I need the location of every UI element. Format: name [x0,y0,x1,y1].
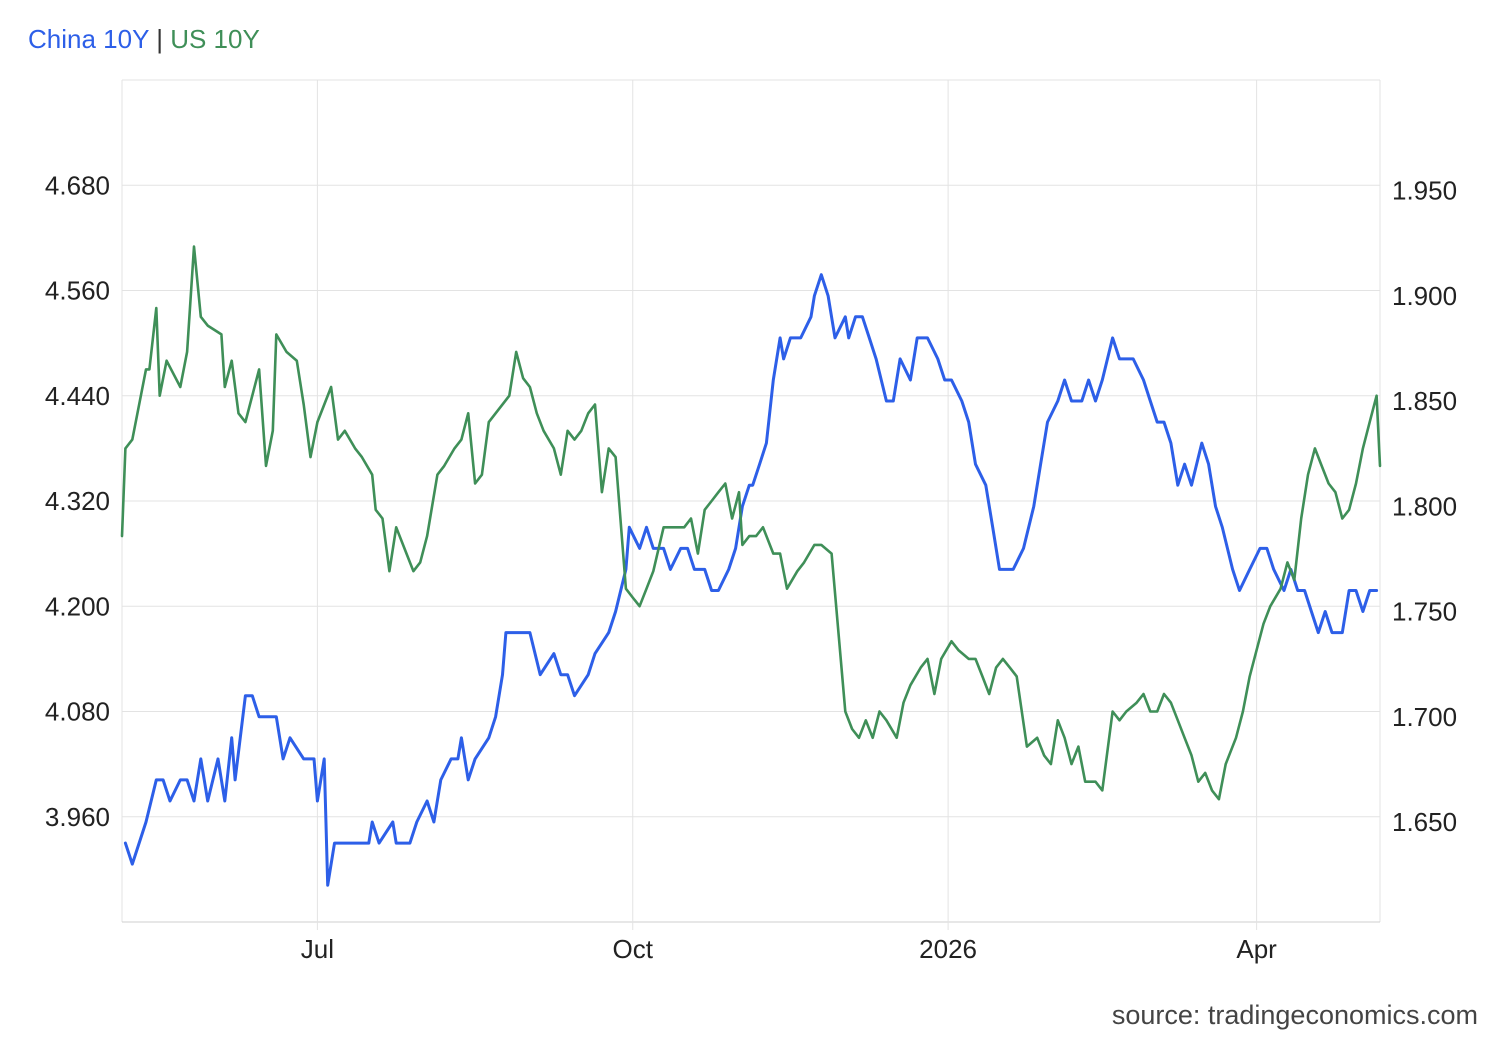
left-axis: 4.680 4.560 4.440 4.320 4.200 4.080 3.960 [45,170,110,832]
right-tick-label: 1.650 [1392,807,1457,837]
left-tick-label: 4.320 [45,486,110,516]
x-axis: Jul Oct 2026 Apr [301,934,1277,964]
legend-china-10y[interactable]: China 10Y [28,24,149,54]
right-tick-label: 1.800 [1392,491,1457,521]
grid [121,79,1381,930]
x-tick-label: Jul [301,934,334,964]
left-tick-label: 3.960 [45,802,110,832]
x-tick-label: Oct [613,934,654,964]
left-tick-label: 4.200 [45,591,110,621]
legend-us-10y[interactable]: US 10Y [170,24,260,54]
x-tick-label: 2026 [919,934,977,964]
left-tick-label: 4.560 [45,276,110,306]
right-tick-label: 1.900 [1392,281,1457,311]
x-tick-label: Apr [1236,934,1277,964]
legend-separator: | [156,24,163,54]
left-tick-label: 4.440 [45,381,110,411]
source-attribution: source: tradingeconomics.com [1111,1000,1478,1030]
series-china-10y-line [123,273,1379,887]
right-tick-label: 1.750 [1392,597,1457,627]
right-tick-label: 1.700 [1392,702,1457,732]
series-us-10y-line [120,245,1382,801]
right-tick-label: 1.850 [1392,386,1457,416]
right-tick-label: 1.950 [1392,176,1457,206]
series-lines [120,245,1382,887]
right-axis: 1.950 1.900 1.850 1.800 1.750 1.700 1.650 [1392,176,1457,838]
left-tick-label: 4.080 [45,697,110,727]
left-tick-label: 4.680 [45,170,110,200]
chart-legend: China 10Y | US 10Y [28,24,260,55]
